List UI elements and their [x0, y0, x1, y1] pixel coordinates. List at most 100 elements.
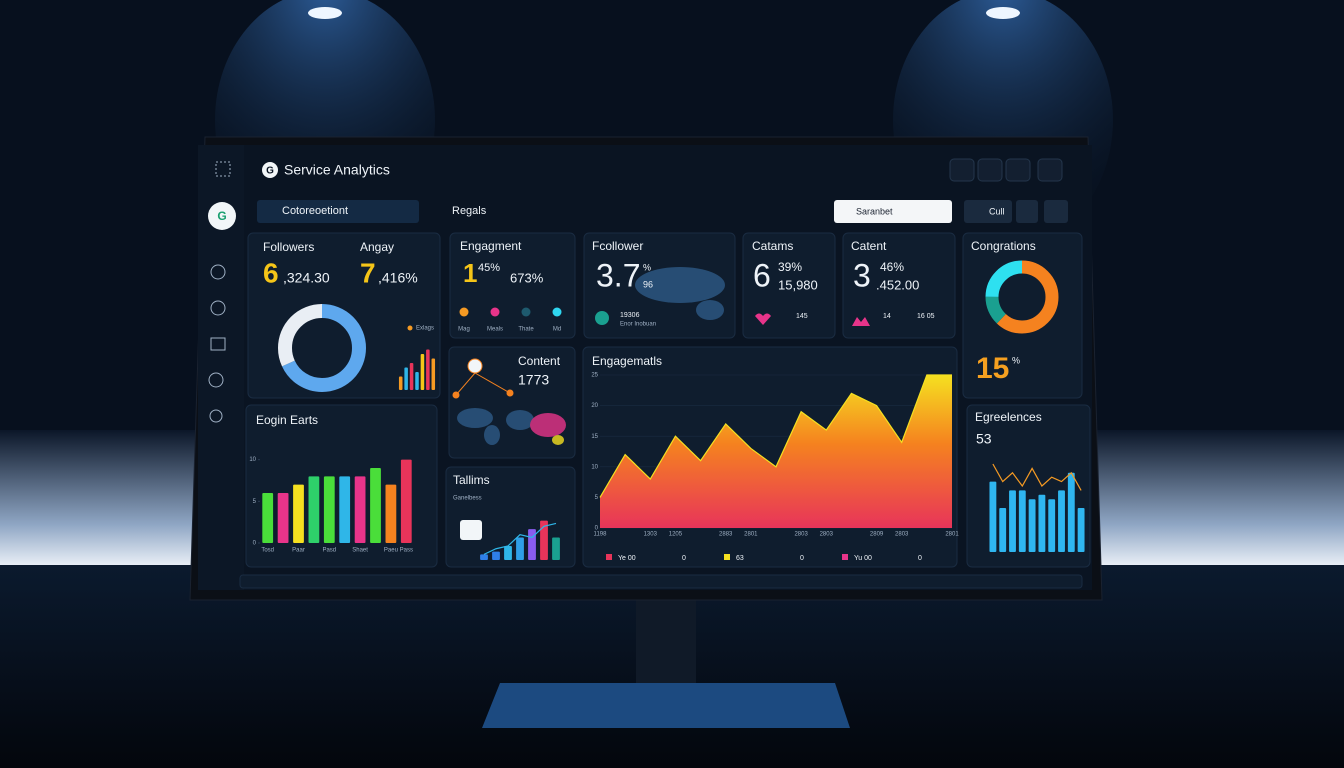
card-title: Catams [752, 239, 793, 253]
x-tick-label: 2801 [945, 532, 959, 538]
card-title: Egreelences [975, 410, 1042, 424]
avatar[interactable] [208, 202, 236, 230]
card-value: 96 [643, 279, 653, 289]
bar [492, 551, 500, 560]
world-map [457, 267, 725, 445]
bar [262, 493, 274, 543]
bar [528, 529, 536, 560]
bar [1038, 494, 1046, 552]
filter-text: Cotoreoetiont [282, 205, 348, 217]
search-box[interactable] [834, 200, 952, 223]
legend-swatch [724, 554, 730, 560]
y-tick-label: 0 [253, 541, 257, 547]
legend-swatch [842, 554, 848, 560]
logo [262, 162, 278, 178]
bar [540, 520, 548, 560]
big-number: 6 [263, 257, 279, 288]
toolbar-button[interactable] [1044, 200, 1068, 223]
y-tick-label: 25 [591, 373, 598, 379]
bar [1028, 499, 1036, 552]
card-title: Engagment [460, 239, 522, 253]
y-tick-label: 5 [595, 495, 599, 501]
donut-segment [985, 260, 1059, 334]
bar [293, 484, 304, 543]
bar [308, 476, 320, 543]
legend-label: 63 [736, 555, 744, 562]
legend-label: Md [553, 327, 561, 333]
card-title: Congrations [971, 239, 1036, 253]
bar [385, 484, 397, 543]
area [600, 375, 952, 528]
x-tick-label: 1198 [594, 532, 608, 538]
legend-dot [459, 307, 469, 317]
big-number: 6 [753, 257, 771, 293]
legend-swatch [606, 554, 612, 560]
bar [277, 493, 289, 543]
bar [339, 476, 351, 543]
y-tick-label: 10 [591, 464, 598, 470]
bar [400, 459, 412, 543]
toolbar-button[interactable] [1016, 200, 1038, 223]
card-title: Tallims [453, 473, 490, 487]
x-tick-label: Paar [292, 548, 305, 554]
heart-icon [755, 313, 771, 325]
legend-value: 0 [682, 555, 686, 562]
stat: 19306 [620, 312, 640, 319]
sidebar-icons [208, 161, 231, 423]
card-value: 45% [478, 262, 500, 274]
content-network [452, 358, 514, 399]
lamp [986, 7, 1020, 19]
legend-value: 0 [918, 555, 922, 562]
legend-value: 0 [800, 555, 804, 562]
y-tick-label: 0 [595, 526, 599, 532]
legend-label: Yu 00 [854, 555, 872, 562]
card-title: Content [518, 354, 561, 368]
card-value: .452.00 [876, 277, 919, 292]
region-dropdown[interactable] [430, 200, 530, 223]
filter-dropdown[interactable] [257, 200, 419, 223]
bar [420, 354, 425, 390]
x-tick-label: Pasd [322, 548, 336, 554]
legend-label: Ye 00 [618, 555, 636, 562]
card-title: Fcollower [592, 239, 643, 253]
big-number: 7 [360, 257, 376, 288]
card-value: 53 [976, 431, 992, 447]
legend-dot [521, 307, 531, 317]
toolbar-button[interactable] [964, 200, 1012, 223]
big-number: 3 [853, 257, 871, 293]
card-value: 673% [510, 270, 544, 285]
legend-label: Thate [518, 327, 534, 333]
unit: % [1012, 355, 1020, 365]
y-tick-label: 10 [249, 457, 256, 463]
bar [1009, 490, 1016, 552]
lamp [308, 7, 342, 19]
x-tick-label: Paeu [384, 548, 398, 554]
big-number: 1 [463, 258, 477, 288]
card-title: Engagematls [592, 354, 662, 368]
donut-segment [278, 304, 366, 392]
unit: % [643, 262, 651, 272]
card-value: 39% [778, 260, 802, 274]
trend-line [483, 522, 557, 555]
avatar-text: G [217, 209, 226, 223]
bar [1058, 490, 1065, 552]
x-tick-label: Shaet [352, 548, 368, 554]
x-tick-label: 2803 [895, 532, 909, 538]
bar [431, 358, 436, 390]
bar [480, 554, 488, 560]
bar [409, 363, 414, 390]
y-tick-label: 20 [591, 403, 598, 409]
app-title: Service Analytics [284, 162, 390, 178]
stat: 14 [883, 313, 891, 320]
region-text: Regals [452, 205, 487, 217]
people-icon [852, 317, 870, 326]
card-value: 46% [880, 260, 904, 274]
header-buttons[interactable] [949, 158, 1063, 182]
card-value: ,324.30 [283, 270, 330, 286]
card-value: 15,980 [778, 277, 818, 292]
logo-text: G [266, 166, 274, 177]
bar [415, 372, 419, 390]
legend-label: Meals [487, 327, 503, 333]
bar [404, 367, 408, 390]
